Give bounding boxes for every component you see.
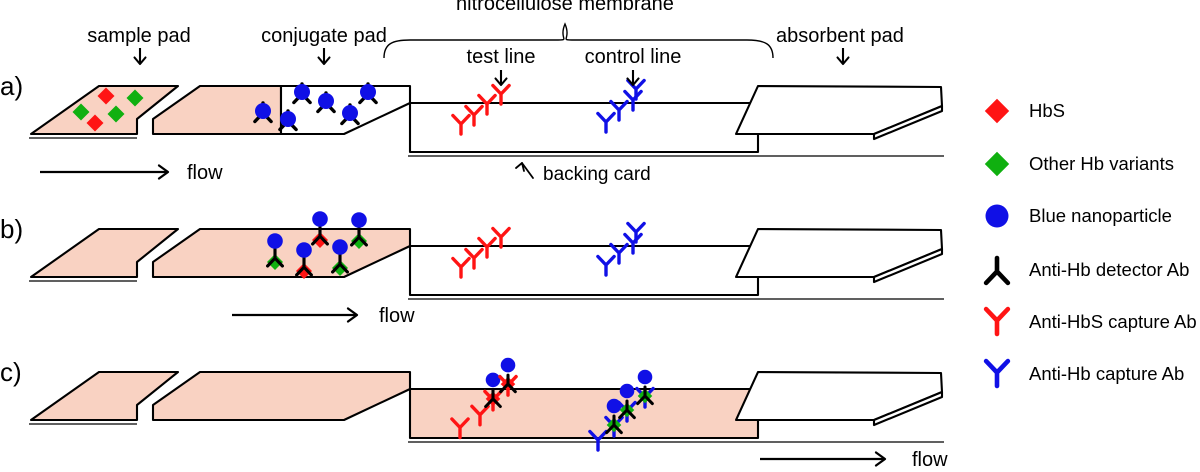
svg-text:Anti-Hb capture Ab: Anti-Hb capture Ab <box>1029 363 1184 384</box>
svg-text:conjugate pad: conjugate pad <box>261 25 387 47</box>
svg-text:backing card: backing card <box>543 164 651 185</box>
svg-text:test line: test line <box>467 46 536 68</box>
svg-text:control line: control line <box>585 46 682 68</box>
svg-text:Anti-HbS capture Ab: Anti-HbS capture Ab <box>1029 311 1197 332</box>
svg-text:a): a) <box>0 71 23 101</box>
svg-text:Anti-Hb detector Ab: Anti-Hb detector Ab <box>1029 259 1189 280</box>
svg-text:Blue nanoparticle: Blue nanoparticle <box>1029 205 1172 226</box>
svg-text:c): c) <box>0 357 22 387</box>
svg-text:b): b) <box>0 214 23 244</box>
svg-text:nitrocellulose membrane: nitrocellulose membrane <box>456 0 674 15</box>
svg-text:flow: flow <box>379 305 415 327</box>
svg-text:HbS: HbS <box>1029 100 1065 121</box>
svg-text:flow: flow <box>912 449 948 471</box>
svg-text:sample pad: sample pad <box>87 25 190 47</box>
svg-text:Other Hb variants: Other Hb variants <box>1029 153 1174 174</box>
svg-text:absorbent pad: absorbent pad <box>776 25 904 47</box>
svg-text:flow: flow <box>187 162 223 184</box>
